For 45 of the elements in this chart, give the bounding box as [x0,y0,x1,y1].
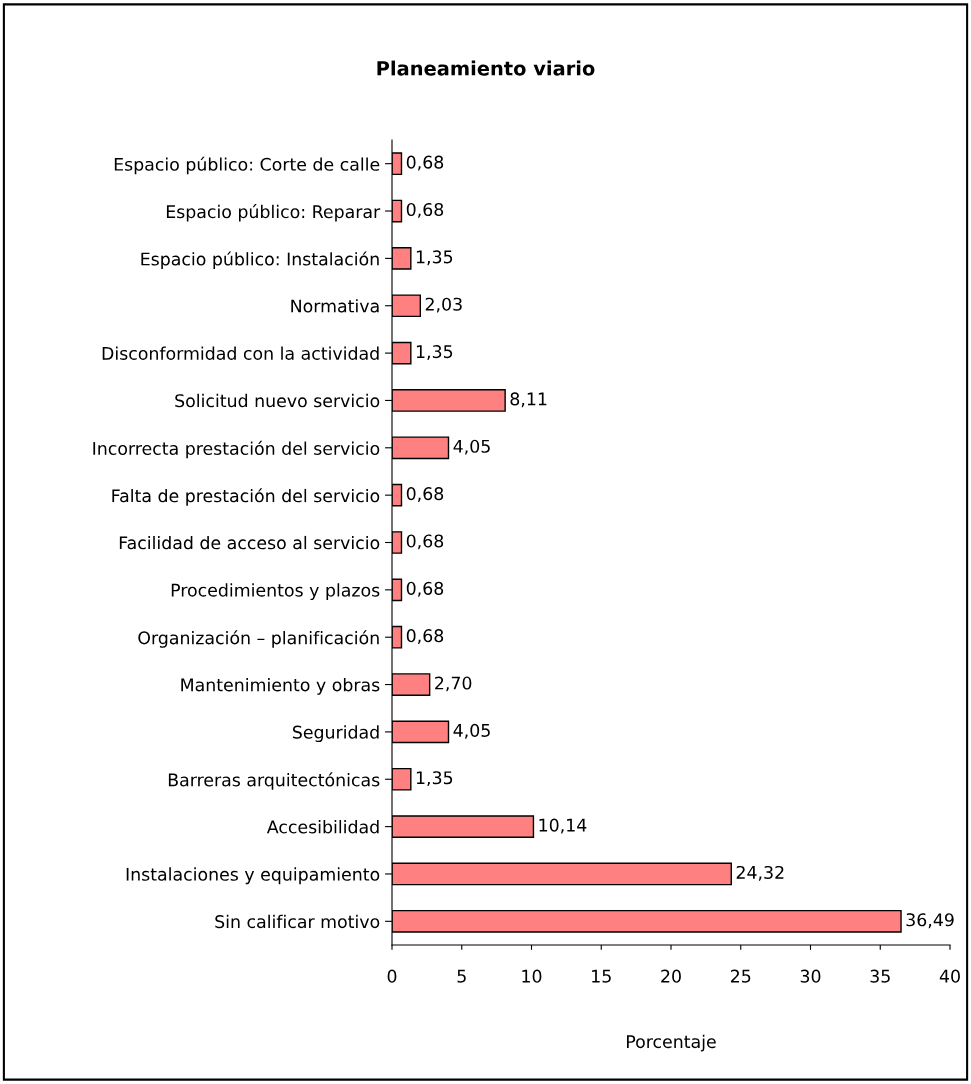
y-tick-label: Seguridad [292,725,379,743]
x-tick-label: 30 [800,969,821,983]
data-label: 24,32 [736,865,784,881]
x-tick-label: 20 [661,969,681,983]
data-label: 36,49 [906,913,954,929]
x-tick-label: 40 [939,969,960,983]
y-tick-label: Sin calificar motivo [215,914,380,929]
data-label: 0,68 [406,487,444,502]
data-label: 2,03 [425,297,462,313]
y-tick-label: Incorrecta prestación del servicio [93,440,380,459]
x-tick-label: 5 [457,969,466,983]
y-tick-label: Espacio público: Reparar [166,204,381,222]
data-label: 1,35 [416,344,453,360]
y-tick-label: Espacio público: Corte de calle [114,156,380,175]
x-tick-label: 15 [592,969,611,983]
data-label: 10,14 [539,818,587,834]
y-tick-label: Espacio público: Instalación [141,251,379,269]
x-tick-label: 35 [870,969,890,983]
y-tick-label: Disconformidad con la actividad [102,346,379,360]
x-axis-title: Porcentaje [627,1034,716,1052]
data-label: 4,05 [453,439,490,455]
y-tick-label: Mantenimiento y obras [181,677,380,695]
y-tick-label: Procedimientos y plazos [171,583,380,601]
data-label: 0,68 [406,629,444,645]
y-tick-label: Facilidad de acceso al servicio [119,535,380,550]
x-tick-label: 25 [730,969,751,983]
y-tick-label: Organización – planificación [138,630,379,648]
data-label: 0,68 [406,581,444,597]
data-label: 2,70 [435,676,472,692]
y-tick-label: Falta de prestación del servicio [112,488,380,506]
data-label: 0,68 [406,155,444,171]
x-tick-label: 0 [387,969,397,983]
data-label: 4,05 [453,723,490,739]
y-tick-label: Barreras arquitectónicas [168,772,380,790]
data-label: 8,11 [510,392,547,408]
data-label: 1,35 [416,771,453,787]
y-tick-label: Normativa [291,299,379,313]
data-label: 1,35 [416,250,453,266]
y-tick-label: Accesibilidad [266,820,379,834]
x-tick-label: 10 [522,969,542,983]
y-tick-label: Instalaciones y equipamiento [126,867,380,885]
chart-title: Planeamiento viario [377,60,595,76]
y-tick-label: Solicitud nuevo servicio [175,393,380,408]
data-label: 0,68 [406,534,444,550]
data-label: 0,68 [406,202,444,218]
